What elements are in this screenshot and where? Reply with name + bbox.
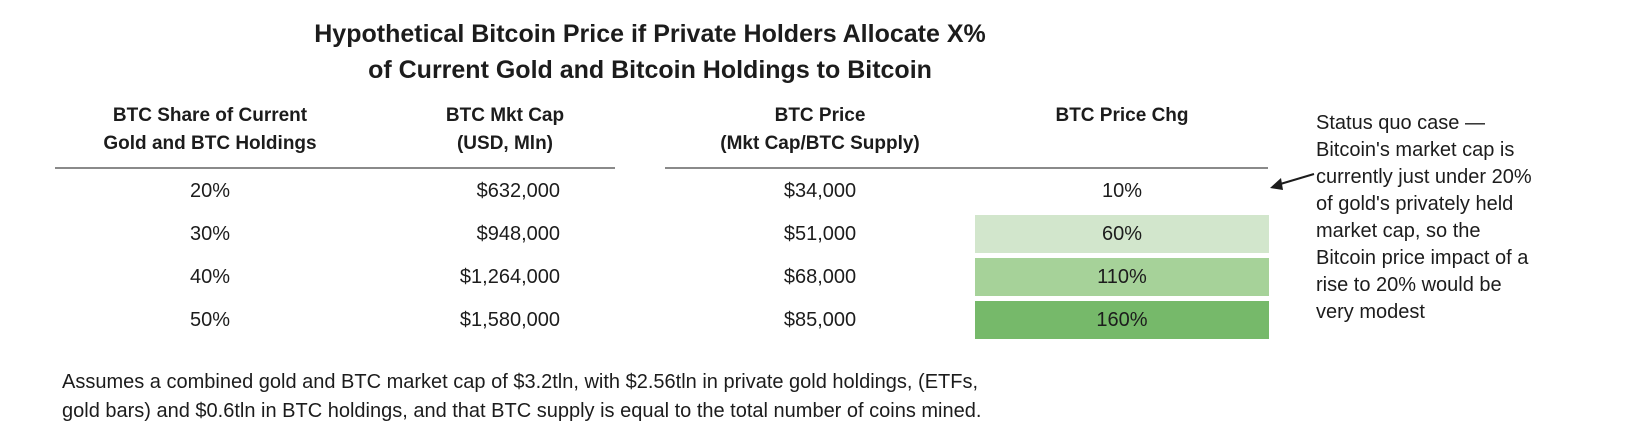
price-chg-cell: 160% bbox=[975, 301, 1269, 339]
footnote-line: gold bars) and $0.6tln in BTC holdings, … bbox=[62, 400, 982, 422]
price-cell: $85,000 bbox=[783, 309, 857, 331]
annotation-line: Status quo case — bbox=[1316, 112, 1485, 134]
share-cell: 40% bbox=[189, 266, 231, 288]
header-btc-price: BTC Price (Mkt Cap/BTC Supply) bbox=[660, 102, 980, 158]
mkt-cap-cell: $632,000 bbox=[476, 180, 560, 202]
annotation-line: currently just under 20% bbox=[1316, 166, 1532, 188]
chart-title: Hypothetical Bitcoin Price if Private Ho… bbox=[0, 16, 1300, 88]
header-btc-share-line-1: BTC Share of Current bbox=[112, 105, 308, 126]
price-cell: $68,000 bbox=[783, 266, 857, 288]
header-rule-right bbox=[665, 167, 1268, 169]
annotation-line: Bitcoin price impact of a bbox=[1316, 247, 1529, 269]
annotation-line: very modest bbox=[1316, 301, 1425, 323]
footnote: Assumes a combined gold and BTC market c… bbox=[62, 368, 1562, 426]
header-btc-share: BTC Share of Current Gold and BTC Holdin… bbox=[55, 102, 365, 158]
header-btc-price-line-1: BTC Price bbox=[774, 105, 866, 126]
annotation-line: rise to 20% would be bbox=[1316, 274, 1502, 296]
price-cell: $51,000 bbox=[783, 223, 857, 245]
title-line-2: of Current Gold and Bitcoin Holdings to … bbox=[368, 56, 932, 84]
share-cell: 50% bbox=[189, 309, 231, 331]
mkt-cap-cell: $948,000 bbox=[476, 223, 560, 245]
header-btc-price-line-2: (Mkt Cap/BTC Supply) bbox=[720, 133, 920, 154]
annotation-note: Status quo case — Bitcoin's market cap i… bbox=[1316, 110, 1636, 326]
mkt-cap-cell: $1,580,000 bbox=[459, 309, 560, 331]
price-cell: $34,000 bbox=[783, 180, 857, 202]
footnote-line: Assumes a combined gold and BTC market c… bbox=[62, 371, 979, 393]
annotation-line: market cap, so the bbox=[1316, 220, 1481, 242]
title-line-1: Hypothetical Bitcoin Price if Private Ho… bbox=[314, 20, 986, 48]
arrow-icon bbox=[1270, 173, 1315, 190]
annotation-line: of gold's privately held bbox=[1316, 193, 1514, 215]
header-btc-mkt-cap-line-1: BTC Mkt Cap bbox=[445, 105, 565, 126]
price-chg-cell: 10% bbox=[975, 172, 1269, 210]
price-chg-cell: 110% bbox=[975, 258, 1269, 296]
share-cell: 20% bbox=[189, 180, 231, 202]
price-chg-cell: 60% bbox=[975, 215, 1269, 253]
annotation-line: Bitcoin's market cap is bbox=[1316, 139, 1515, 161]
header-rule-left bbox=[55, 167, 615, 169]
mkt-cap-cell: $1,264,000 bbox=[459, 266, 560, 288]
header-btc-mkt-cap-line-2: (USD, Mln) bbox=[456, 133, 554, 154]
header-btc-price-chg-line-1: BTC Price Chg bbox=[1055, 105, 1189, 126]
header-btc-price-chg: BTC Price Chg bbox=[975, 102, 1269, 130]
share-cell: 30% bbox=[189, 223, 231, 245]
header-btc-share-line-2: Gold and BTC Holdings bbox=[103, 133, 317, 154]
header-btc-mkt-cap: BTC Mkt Cap (USD, Mln) bbox=[390, 102, 620, 158]
